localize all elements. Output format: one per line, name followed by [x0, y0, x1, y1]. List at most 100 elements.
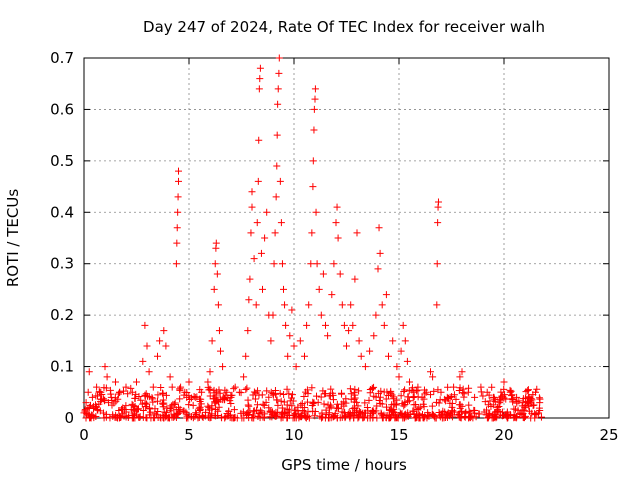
data-point [400, 387, 408, 395]
data-point [97, 388, 105, 396]
data-point [532, 388, 539, 396]
data-point [214, 301, 222, 309]
data-point [376, 249, 384, 257]
data-point [227, 393, 235, 401]
data-point [124, 390, 132, 398]
data-point [108, 397, 116, 405]
data-point [107, 393, 115, 401]
data-point [137, 396, 145, 404]
data-point [351, 394, 359, 402]
data-point [301, 404, 309, 412]
data-point [263, 208, 271, 216]
data-point [459, 385, 467, 393]
y-tick-label: 0.2 [50, 306, 74, 324]
data-point [163, 404, 171, 412]
data-point [324, 401, 332, 409]
data-point [377, 387, 385, 395]
data-point [288, 391, 296, 399]
data-point [274, 401, 282, 409]
data-point [404, 393, 412, 401]
data-point [531, 414, 539, 422]
data-point [383, 388, 391, 396]
data-point [496, 399, 504, 407]
data-point [81, 406, 89, 414]
data-point [373, 402, 381, 410]
data-point [469, 414, 477, 422]
data-point [198, 412, 206, 420]
data-point [149, 383, 157, 391]
data-point [127, 384, 135, 392]
data-point [504, 412, 512, 420]
data-point [275, 54, 283, 62]
data-point [313, 392, 321, 400]
data-point [273, 162, 281, 170]
data-point [185, 378, 193, 386]
data-point [378, 414, 386, 422]
data-point [433, 301, 441, 309]
data-point [93, 383, 101, 391]
data-point [288, 402, 296, 410]
data-point [280, 398, 288, 406]
data-point [122, 383, 130, 391]
data-point [477, 383, 485, 391]
data-point [311, 85, 319, 93]
y-tick-label: 0.7 [50, 49, 74, 67]
data-point [355, 337, 363, 345]
data-point [398, 410, 406, 418]
data-point [389, 337, 397, 345]
data-point [385, 352, 392, 360]
y-tick-label: 0 [64, 409, 74, 427]
data-point [535, 409, 543, 417]
data-point [313, 260, 321, 268]
data-point [392, 401, 400, 409]
data-point [288, 306, 296, 314]
data-point [375, 396, 383, 404]
data-point [291, 406, 299, 414]
data-point [520, 414, 528, 422]
data-point [170, 400, 178, 408]
data-point [452, 395, 460, 403]
data-point [401, 337, 409, 345]
data-point [397, 347, 405, 355]
data-point [115, 390, 123, 398]
data-point [165, 414, 173, 422]
data-point [208, 337, 216, 345]
data-point [185, 401, 193, 409]
data-point [382, 395, 390, 403]
data-point [334, 234, 342, 242]
data-point [317, 393, 325, 401]
data-point [332, 404, 340, 412]
y-tick-label: 0.3 [50, 255, 74, 273]
data-point [310, 126, 318, 134]
data-point [122, 402, 130, 410]
data-point [243, 384, 251, 392]
data-point [338, 400, 346, 408]
data-point [283, 385, 291, 393]
data-point [206, 385, 214, 393]
data-point [248, 203, 256, 211]
data-point [525, 393, 533, 401]
data-point [415, 404, 423, 412]
data-point [85, 403, 93, 411]
data-point [382, 291, 390, 299]
data-point [521, 412, 529, 420]
data-point [90, 402, 98, 410]
data-point [283, 401, 291, 409]
data-point [277, 219, 285, 227]
data-point [197, 395, 205, 403]
x-tick-label: 15 [389, 426, 408, 444]
data-point [399, 414, 407, 422]
data-point [119, 387, 127, 395]
data-point [128, 388, 136, 396]
y-tick-label: 0.4 [50, 203, 74, 221]
data-point [273, 131, 281, 139]
data-point [198, 388, 206, 396]
data-point [196, 406, 204, 414]
data-point [317, 311, 325, 319]
data-point [522, 388, 530, 396]
data-point [523, 397, 531, 405]
data-point [245, 402, 253, 410]
data-point [213, 270, 221, 278]
data-point [221, 413, 229, 421]
data-point [256, 75, 264, 83]
